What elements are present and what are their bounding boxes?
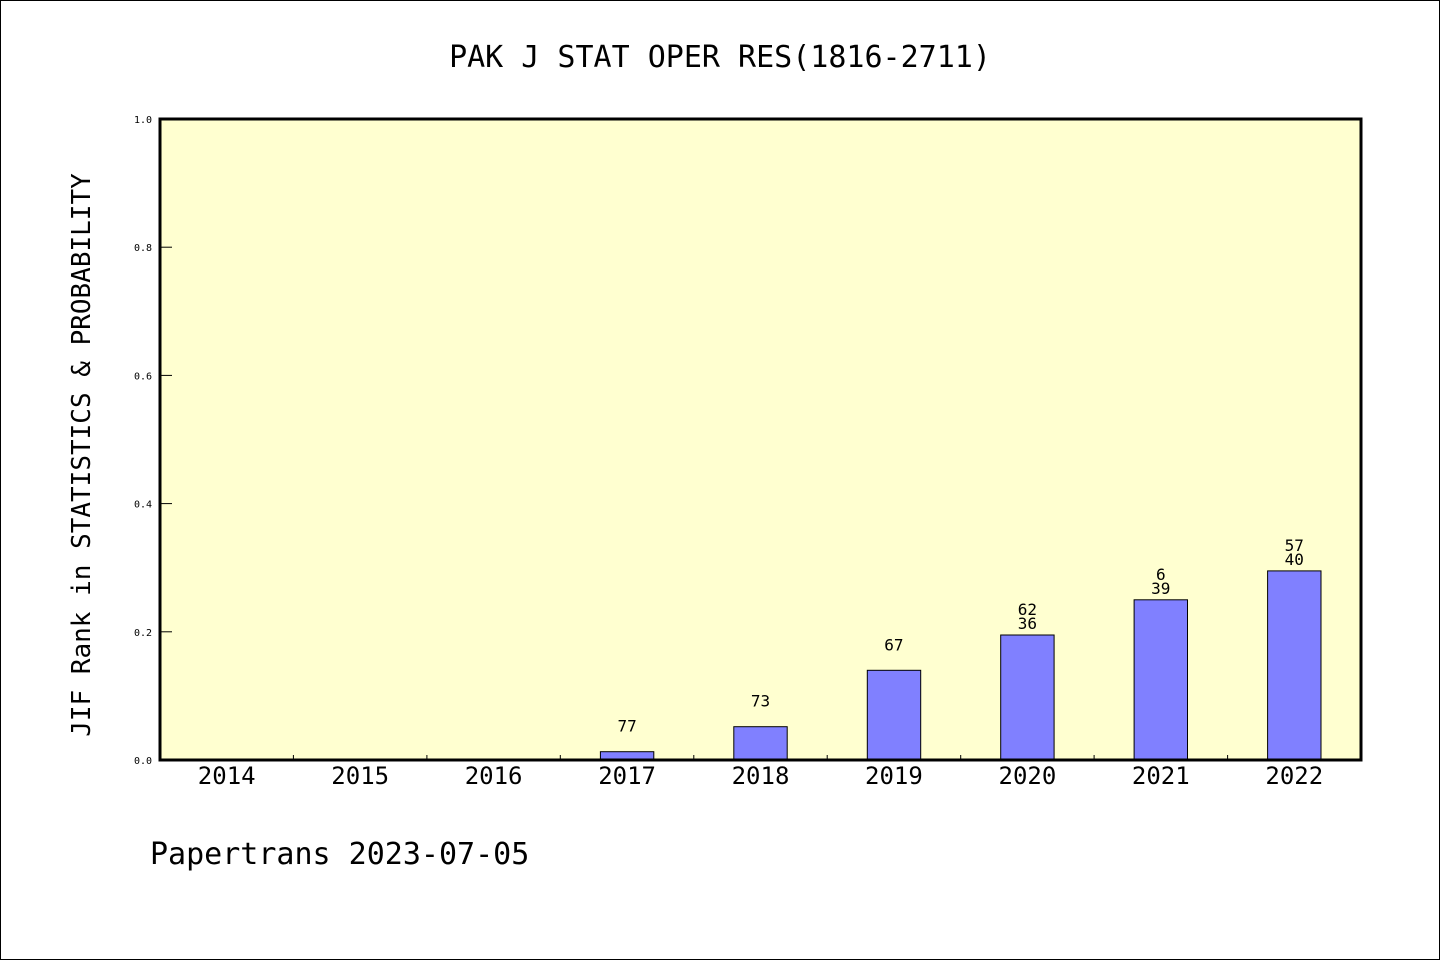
bar-2019 [866, 669, 922, 761]
x-tick-label-2019: 2019 [865, 762, 923, 790]
footer-credit: Papertrans 2023-07-05 [150, 837, 529, 872]
bar-label-2022-1: 40 [1285, 550, 1304, 569]
bars-layer [599, 570, 1322, 761]
y-tick-label-1: 0.2 [134, 628, 152, 639]
bar-label-2021-1: 39 [1151, 579, 1170, 598]
plot-border [158, 117, 1363, 762]
y-tick-label-5: 1.0 [134, 115, 152, 126]
bar-2018 [733, 726, 788, 761]
x-tick-label-2014: 2014 [198, 762, 256, 790]
bar-2021 [1133, 599, 1188, 761]
chart-title: PAK J STAT OPER RES(1816-2711) [449, 40, 991, 75]
x-tick-label-2016: 2016 [465, 762, 523, 790]
x-axis-ticks: 2014 2015 2016 2017 2018 2019 2020 2021 2022 [198, 755, 1323, 790]
y-tick-label-0: 0.0 [134, 756, 152, 767]
x-tick-label-2017: 2017 [598, 762, 656, 790]
y-tick-label-4: 0.8 [134, 243, 152, 254]
bar-label-2017-0: 77 [617, 717, 636, 736]
y-tick-label-3: 0.6 [134, 371, 152, 382]
x-tick-label-2020: 2020 [999, 762, 1057, 790]
bar-label-2019-0: 67 [884, 635, 903, 654]
bar-label-2020-1: 36 [1018, 614, 1037, 633]
bar-2022 [1267, 570, 1322, 761]
bar-label-2018-0: 73 [751, 692, 770, 711]
bar-label-2022-0: 57 [1285, 536, 1304, 555]
bar-label-2021-0: 6 [1156, 565, 1166, 584]
bar-label-2020-0: 62 [1018, 600, 1037, 619]
x-tick-label-2018: 2018 [732, 762, 790, 790]
x-tick-label-2021: 2021 [1132, 762, 1190, 790]
bar-2020 [1000, 634, 1055, 761]
x-tick-label-2022: 2022 [1265, 762, 1323, 790]
x-tick-label-2015: 2015 [331, 762, 389, 790]
y-tick-label-2: 0.4 [134, 500, 152, 511]
y-axis-label: JIF Rank in STATISTICS & PROBABILITY [67, 173, 97, 737]
